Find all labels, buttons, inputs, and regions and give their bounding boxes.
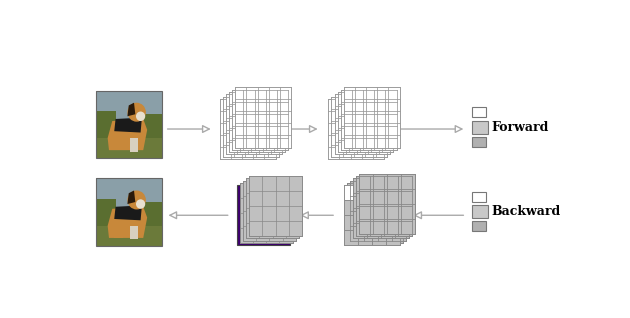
Polygon shape (114, 118, 142, 133)
Bar (472, 107, 486, 117)
Text: Backward: Backward (492, 205, 561, 218)
Bar (372, 230, 386, 245)
Bar (358, 185, 372, 200)
Bar (472, 221, 486, 232)
Bar (372, 215, 386, 230)
Bar (344, 230, 358, 245)
Bar (142, 202, 162, 226)
Bar (472, 137, 486, 147)
Bar (96, 91, 162, 158)
Polygon shape (127, 103, 135, 116)
Bar (386, 200, 399, 215)
Bar (358, 215, 372, 230)
Bar (472, 121, 488, 134)
Bar (372, 200, 386, 215)
Bar (229, 92, 285, 152)
Polygon shape (108, 119, 147, 150)
Bar (344, 185, 358, 200)
Ellipse shape (136, 199, 145, 209)
Text: Forward: Forward (492, 121, 549, 134)
Bar (472, 192, 486, 202)
Bar (331, 97, 387, 157)
Bar (130, 226, 138, 239)
Bar (344, 185, 399, 245)
Bar (338, 92, 393, 152)
Bar (96, 178, 162, 246)
Bar (246, 178, 299, 238)
Bar (344, 215, 358, 230)
Bar (386, 185, 399, 200)
Bar (328, 99, 384, 159)
Bar (96, 91, 162, 158)
Bar (358, 200, 372, 215)
Bar (240, 183, 293, 243)
Bar (358, 230, 372, 245)
Bar (96, 128, 162, 158)
Bar (114, 225, 123, 238)
Polygon shape (255, 186, 266, 192)
Bar (237, 185, 290, 245)
Bar (347, 183, 403, 243)
Bar (96, 216, 162, 246)
Bar (472, 205, 488, 218)
Bar (356, 176, 412, 236)
Bar (96, 111, 115, 138)
Bar (249, 176, 302, 236)
Bar (130, 138, 138, 151)
Bar (232, 90, 288, 150)
Bar (235, 87, 291, 148)
Bar (344, 200, 358, 215)
Bar (223, 97, 278, 157)
Bar (96, 199, 115, 226)
Bar (226, 94, 282, 155)
Ellipse shape (127, 103, 146, 122)
Bar (353, 178, 409, 238)
Ellipse shape (127, 190, 146, 210)
Bar (344, 87, 399, 148)
Bar (341, 90, 396, 150)
Bar (359, 174, 415, 234)
Bar (372, 185, 386, 200)
Bar (350, 181, 406, 241)
Bar (96, 178, 162, 246)
Bar (243, 181, 295, 241)
Polygon shape (108, 207, 147, 238)
Bar (386, 230, 399, 245)
Polygon shape (244, 188, 274, 238)
Bar (220, 99, 275, 159)
Bar (114, 137, 123, 150)
Polygon shape (114, 205, 142, 220)
Bar (386, 215, 399, 230)
Ellipse shape (136, 112, 145, 121)
Bar (142, 114, 162, 138)
Bar (335, 94, 391, 155)
Polygon shape (127, 190, 135, 204)
